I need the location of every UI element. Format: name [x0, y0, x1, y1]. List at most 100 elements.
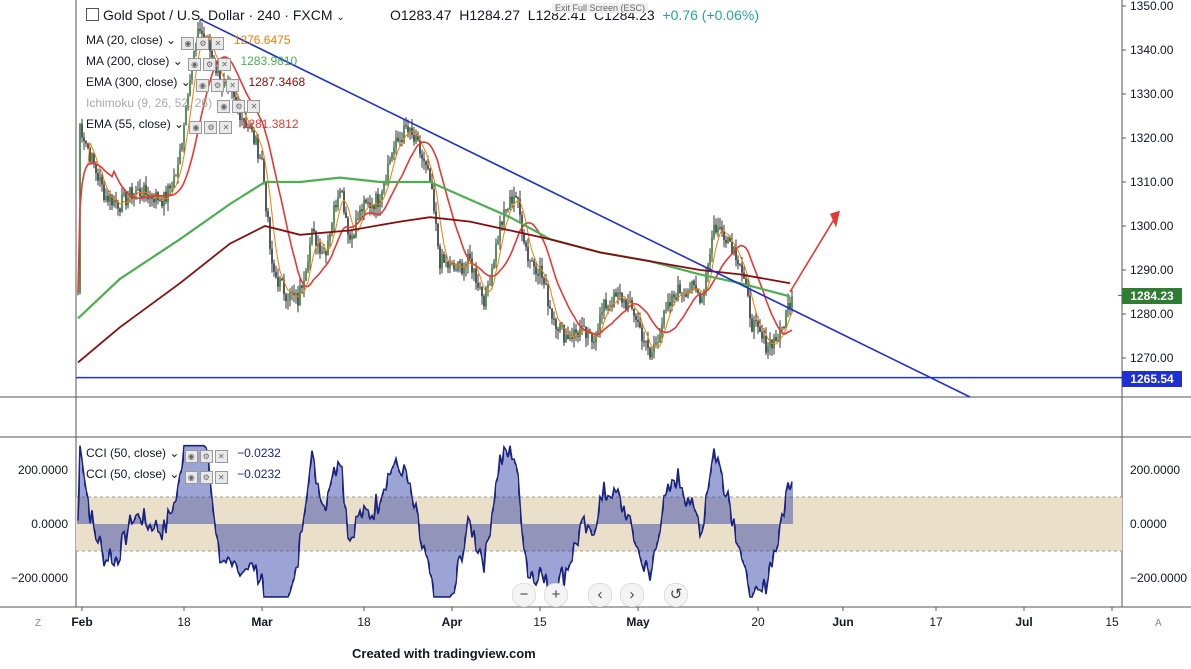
candle-body	[93, 153, 95, 165]
candle-body	[217, 70, 219, 74]
eye-icon[interactable]: ◉	[188, 58, 202, 71]
eye-icon[interactable]: ◉	[184, 450, 198, 463]
candle-body	[349, 234, 351, 240]
candle-body	[661, 324, 663, 335]
candle-body	[739, 264, 741, 266]
candle-body	[177, 164, 179, 176]
close-icon[interactable]: ✕	[219, 121, 233, 134]
gear-icon[interactable]: ⚙	[199, 450, 213, 463]
candle-body	[295, 292, 297, 296]
collapse-icon[interactable]	[86, 8, 99, 21]
scroll-forward-button[interactable]: ›	[620, 583, 644, 607]
zoom-out-button[interactable]: −	[512, 583, 536, 607]
candle-body	[601, 311, 603, 315]
time-tick-label: May	[626, 615, 650, 629]
candle-body	[99, 177, 101, 181]
zoom-in-button[interactable]: +	[544, 583, 568, 607]
candle-body	[633, 308, 635, 316]
candle-body	[157, 192, 159, 201]
indicator-ma200[interactable]: MA (200, close) ⌄ ◉ ⚙ ✕ 1283.9810	[86, 54, 298, 71]
candle-body	[279, 278, 281, 287]
candle-body	[725, 239, 727, 243]
candle-body	[357, 219, 359, 221]
close-icon[interactable]: ✕	[218, 58, 232, 71]
chevron-down-icon[interactable]: ⌄	[336, 12, 345, 23]
candle-body	[423, 158, 425, 161]
candle-body	[167, 185, 169, 202]
gear-icon[interactable]: ⚙	[196, 37, 210, 50]
candle-body	[759, 326, 761, 332]
candle-body	[285, 294, 287, 302]
candle-body	[105, 195, 107, 201]
price-tick-label: 1330.00	[1130, 87, 1174, 101]
candle-body	[785, 310, 787, 328]
candle-body	[153, 198, 155, 203]
candle-body	[789, 303, 791, 308]
candle-body	[501, 221, 503, 225]
gear-icon[interactable]: ⚙	[199, 471, 213, 484]
candle-body	[283, 279, 285, 295]
close-icon[interactable]: ✕	[214, 450, 228, 463]
indicator-label: MA (20, close)	[86, 33, 163, 47]
candle-body	[737, 260, 739, 265]
candle-body	[551, 308, 553, 319]
close-icon[interactable]: ✕	[214, 471, 228, 484]
candle-body	[85, 141, 87, 144]
candle-body	[117, 201, 119, 209]
candle-body	[545, 283, 547, 285]
indicator-cci-1[interactable]: CCI (50, close) ⌄ ◉ ⚙ ✕ −0.0232	[86, 446, 281, 463]
candle-body	[427, 165, 429, 169]
candle-body	[619, 292, 621, 294]
reset-chart-button[interactable]: ↺	[664, 583, 688, 607]
indicator-label: Ichimoku (9, 26, 52, 26)	[86, 96, 213, 110]
time-tick-label: 18	[357, 615, 371, 629]
candle-body	[383, 182, 385, 192]
candle-body	[129, 187, 131, 198]
gear-icon[interactable]: ⚙	[204, 121, 218, 134]
indicator-ma20[interactable]: MA (20, close) ⌄ ◉ ⚙ ✕ 1276.6475	[86, 33, 291, 50]
candle-body	[569, 337, 571, 340]
eye-icon[interactable]: ◉	[196, 79, 210, 92]
eye-icon[interactable]: ◉	[189, 121, 203, 134]
gear-icon[interactable]: ⚙	[211, 79, 225, 92]
candle-body	[717, 227, 719, 233]
gear-icon[interactable]: ⚙	[232, 100, 246, 113]
candle-body	[321, 252, 323, 254]
auto-scale-badge[interactable]: A	[1155, 618, 1162, 629]
zoom-mode-badge[interactable]: Z	[35, 618, 42, 629]
eye-icon[interactable]: ◉	[217, 100, 231, 113]
candle-body	[483, 296, 485, 307]
candle-body	[419, 140, 421, 155]
candle-body	[471, 258, 473, 273]
candle-body	[609, 305, 611, 307]
candle-body	[503, 209, 505, 225]
exit-full-screen-button[interactable]: Exit Full Screen (ESC)	[552, 3, 649, 13]
eye-icon[interactable]: ◉	[181, 37, 195, 50]
candle-body	[783, 326, 785, 328]
indicator-ema300[interactable]: EMA (300, close) ⌄ ◉ ⚙ ✕ 1287.3468	[86, 75, 306, 92]
candle-body	[173, 176, 175, 188]
candle-body	[241, 118, 243, 120]
candle-body	[453, 263, 455, 270]
indicator-ichimoku[interactable]: Ichimoku (9, 26, 52, 26) ◉ ⚙ ✕	[86, 96, 261, 113]
scroll-back-button[interactable]: ‹	[588, 583, 612, 607]
indicator-ema55[interactable]: EMA (55, close) ⌄ ◉ ⚙ ✕ 1281.3812	[86, 117, 299, 134]
indicator-cci-2[interactable]: CCI (50, close) ⌄ ◉ ⚙ ✕ −0.0232	[86, 467, 281, 484]
gear-icon[interactable]: ⚙	[203, 58, 217, 71]
symbol-label[interactable]: Gold Spot / U.S. Dollar · 240 · FXCM	[103, 7, 333, 23]
candle-body	[509, 196, 511, 210]
close-icon[interactable]: ✕	[211, 37, 225, 50]
candle-body	[91, 153, 93, 162]
close-icon[interactable]: ✕	[247, 100, 261, 113]
candle-body	[567, 335, 569, 340]
candle-body	[751, 318, 753, 332]
ohlc-readout: O1283.47 H1284.27 L1282.41 C1284.23 +0.7…	[390, 7, 759, 23]
eye-icon[interactable]: ◉	[184, 471, 198, 484]
ema55-line	[77, 56, 793, 336]
candle-body	[131, 187, 133, 199]
candle-body	[181, 142, 183, 150]
close-icon[interactable]: ✕	[226, 79, 240, 92]
candle-body	[201, 31, 203, 34]
candle-body	[651, 351, 653, 358]
